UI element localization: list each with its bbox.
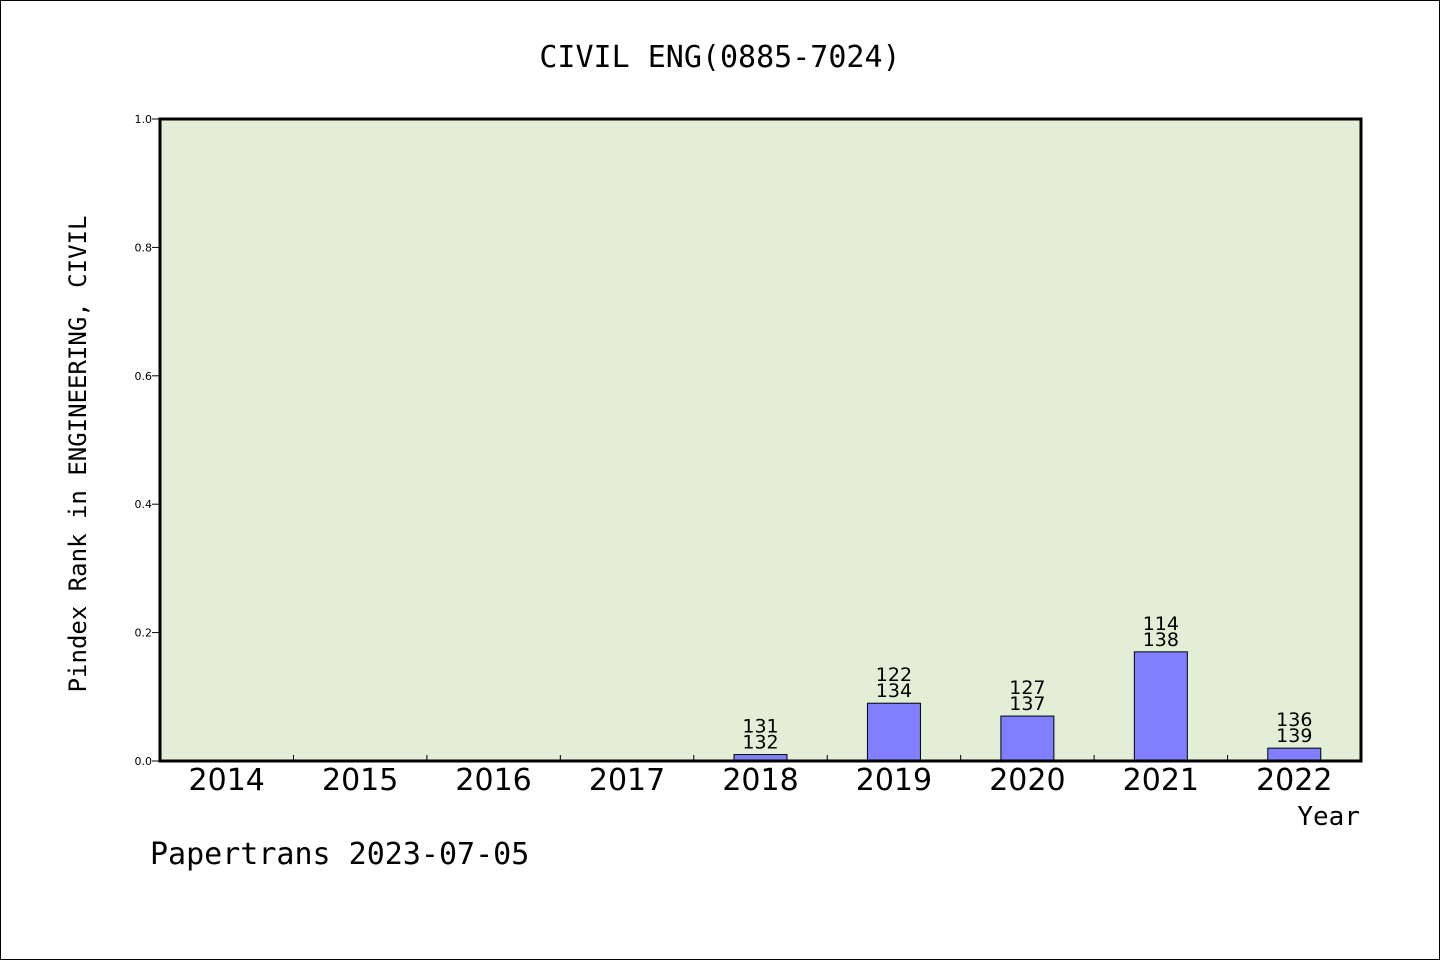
y-tick-label: 1.0 bbox=[135, 113, 153, 126]
bar-label-top: 127 bbox=[1009, 677, 1045, 699]
y-axis-label: Pindex Rank in ENGINEERING, CIVIL bbox=[64, 216, 92, 693]
plot-border bbox=[158, 117, 1363, 763]
bar-label-bottom: 138 bbox=[1143, 629, 1179, 651]
footer-caption: Papertrans 2023-07-05 bbox=[150, 837, 529, 872]
bar-label-bottom: 139 bbox=[1276, 725, 1312, 747]
bar-label-top: 122 bbox=[876, 664, 912, 686]
bar-label-top: 114 bbox=[1143, 613, 1179, 635]
x-tick-label: 2014 bbox=[189, 763, 265, 798]
bar-label-top: 131 bbox=[742, 716, 778, 738]
x-axis-label: Year bbox=[1297, 802, 1360, 832]
bar-label-bottom: 132 bbox=[742, 732, 778, 754]
x-tick-label: 2016 bbox=[455, 763, 531, 798]
bar bbox=[1000, 715, 1055, 762]
bar-label-bottom: 134 bbox=[876, 680, 912, 702]
y-tick-label: 0.6 bbox=[135, 370, 153, 383]
y-tick-label: 0.4 bbox=[135, 498, 153, 511]
x-tick-label: 2019 bbox=[856, 763, 932, 798]
y-tick-label: 0.0 bbox=[135, 755, 153, 768]
x-tick-label: 2020 bbox=[989, 763, 1065, 798]
ticks-layer: 0.0 0.2 0.4 0.6 0.8 1.0 2014 2015 2016 2017 2018 20… bbox=[135, 113, 1333, 798]
bar-label-top: 136 bbox=[1276, 709, 1312, 731]
y-tick-label: 0.2 bbox=[135, 627, 153, 640]
x-tick-label: 2017 bbox=[589, 763, 665, 798]
x-tick-label: 2018 bbox=[722, 763, 798, 798]
x-tick-label: 2015 bbox=[322, 763, 398, 798]
bar bbox=[1133, 651, 1188, 762]
bar-label-bottom: 137 bbox=[1009, 693, 1045, 715]
x-tick-label: 2022 bbox=[1256, 763, 1332, 798]
bar bbox=[1267, 747, 1322, 762]
bar bbox=[866, 702, 921, 762]
x-tick-label: 2021 bbox=[1123, 763, 1199, 798]
chart-title: CIVIL ENG(0885-7024) bbox=[539, 40, 900, 75]
y-tick-label: 0.8 bbox=[135, 241, 153, 254]
